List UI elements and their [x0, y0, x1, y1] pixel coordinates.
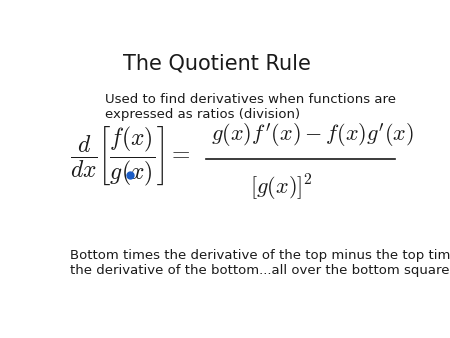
Text: Bottom times the derivative of the top minus the top times
the derivative of the: Bottom times the derivative of the top m…	[70, 249, 450, 277]
Text: $\left[g(x)\right]^2$: $\left[g(x)\right]^2$	[250, 173, 313, 202]
Text: Used to find derivatives when functions are
expressed as ratios (division): Used to find derivatives when functions …	[105, 93, 396, 121]
Text: The Quotient Rule: The Quotient Rule	[123, 54, 310, 74]
Text: $g(x)f'(x) - f(x)g'(x)$: $g(x)f'(x) - f(x)g'(x)$	[212, 122, 414, 149]
Text: $\dfrac{d}{dx}\left[\dfrac{f(x)}{g(x)}\right] = $: $\dfrac{d}{dx}\left[\dfrac{f(x)}{g(x)}\r…	[70, 125, 190, 188]
